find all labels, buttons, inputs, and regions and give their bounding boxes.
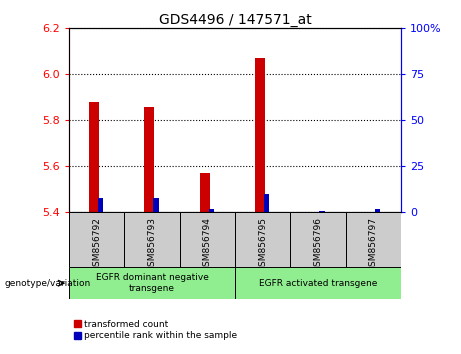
Bar — [153, 198, 159, 212]
Bar — [200, 173, 210, 212]
Text: EGFR dominant negative
transgene: EGFR dominant negative transgene — [96, 274, 208, 293]
Title: GDS4496 / 147571_at: GDS4496 / 147571_at — [159, 13, 312, 27]
Text: GSM856792: GSM856792 — [92, 217, 101, 272]
Bar — [98, 198, 103, 212]
Text: GSM856795: GSM856795 — [258, 217, 267, 272]
Bar — [264, 194, 269, 212]
Bar — [235, 267, 401, 299]
Legend: transformed count, percentile rank within the sample: transformed count, percentile rank withi… — [74, 320, 237, 340]
Bar — [346, 212, 401, 267]
Bar — [69, 267, 235, 299]
Bar — [69, 212, 124, 267]
Bar — [144, 107, 154, 212]
Text: GSM856796: GSM856796 — [313, 217, 323, 272]
Text: EGFR activated transgene: EGFR activated transgene — [259, 279, 377, 288]
Bar — [235, 212, 290, 267]
Bar — [124, 212, 180, 267]
Bar — [255, 58, 265, 212]
Text: GSM856793: GSM856793 — [148, 217, 157, 272]
Text: GSM856794: GSM856794 — [203, 217, 212, 272]
Bar — [290, 212, 346, 267]
Bar — [319, 211, 325, 212]
Bar — [89, 102, 99, 212]
Bar — [374, 209, 380, 212]
Text: genotype/variation: genotype/variation — [5, 279, 91, 288]
Bar — [208, 209, 214, 212]
Bar — [180, 212, 235, 267]
Text: GSM856797: GSM856797 — [369, 217, 378, 272]
